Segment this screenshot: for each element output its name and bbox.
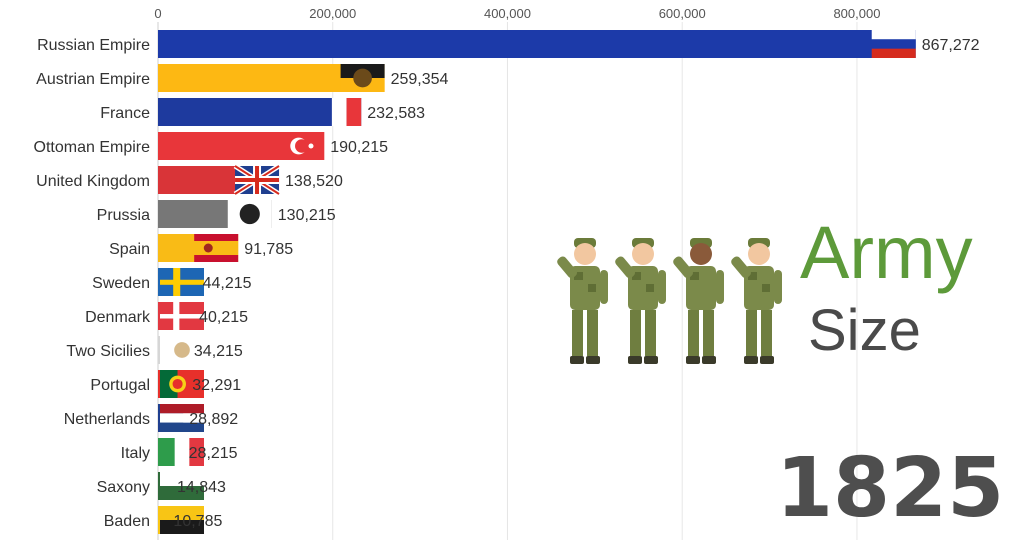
value-label: 259,354 (391, 71, 449, 88)
spain-flag-icon (194, 234, 239, 262)
category-label: Italy (121, 445, 150, 462)
value-label: 28,892 (189, 411, 238, 428)
sweden-flag-icon (160, 268, 204, 296)
category-label: Prussia (97, 207, 150, 224)
saluting-soldiers-illustration (556, 232, 796, 372)
denmark-flag-icon (160, 302, 204, 330)
prussia-flag-icon (227, 200, 272, 228)
category-label: Netherlands (64, 411, 150, 428)
x-tick-label: 400,000 (484, 6, 531, 21)
category-label: Portugal (90, 377, 150, 394)
category-label: Two Sicilies (66, 343, 150, 360)
category-label: France (100, 105, 150, 122)
year-label: 1825 (776, 441, 1005, 536)
value-label: 867,272 (922, 37, 980, 54)
chart-title-army: Army (800, 211, 973, 294)
value-label: 190,215 (330, 139, 388, 156)
value-label: 44,215 (203, 275, 252, 292)
category-label: Austrian Empire (36, 71, 150, 88)
ottoman-flag-icon (280, 132, 325, 160)
two-sicilies-flag-icon (160, 336, 204, 364)
value-label: 34,215 (194, 343, 243, 360)
value-label: 28,215 (189, 445, 238, 462)
category-label: Denmark (85, 309, 151, 326)
saxony-flag-icon (160, 472, 204, 500)
baden-flag-icon (160, 506, 204, 534)
x-tick-label: 200,000 (309, 6, 356, 21)
category-label: Saxony (97, 479, 150, 496)
x-tick-label: 0 (154, 6, 161, 21)
austria-flag-icon (340, 64, 385, 92)
category-label: Baden (104, 513, 150, 530)
value-label: 130,215 (278, 207, 336, 224)
x-tick-label: 800,000 (833, 6, 880, 21)
category-label: United Kingdom (36, 173, 150, 190)
chart-title-size: Size (808, 298, 921, 363)
netherlands-flag-icon (160, 404, 204, 432)
portugal-flag-icon (160, 370, 204, 398)
italy-flag-icon (160, 438, 204, 466)
soldier-icon (557, 238, 608, 364)
category-label: Sweden (92, 275, 150, 292)
category-label: Ottoman Empire (34, 139, 151, 156)
value-label: 32,291 (192, 377, 241, 394)
value-label: 40,215 (199, 309, 248, 326)
value-label: 91,785 (244, 241, 293, 258)
bar (158, 30, 916, 58)
uk-flag-icon (233, 163, 281, 197)
value-label: 14,843 (177, 479, 226, 496)
category-label: Russian Empire (37, 37, 150, 54)
value-label: 10,785 (173, 513, 222, 530)
value-label: 232,583 (367, 105, 425, 122)
value-label: 138,520 (285, 173, 343, 190)
x-tick-label: 600,000 (659, 6, 706, 21)
russia-flag-icon (871, 30, 916, 58)
category-label: Spain (109, 241, 150, 258)
france-flag-icon (317, 98, 362, 126)
